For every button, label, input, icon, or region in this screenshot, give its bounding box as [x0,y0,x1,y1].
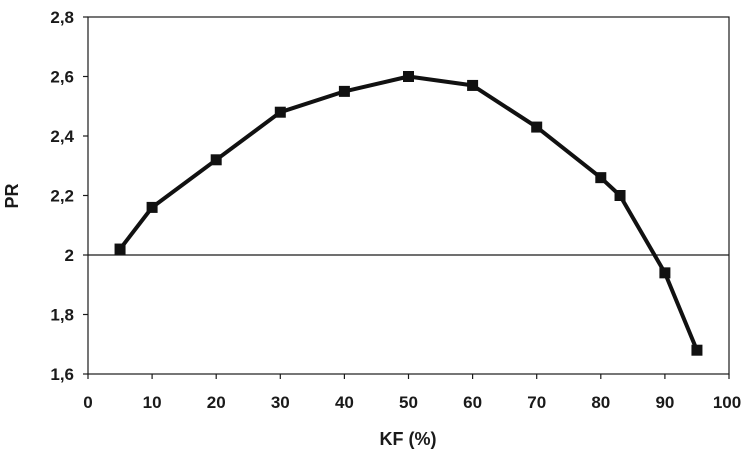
data-point-marker [691,344,703,356]
data-point-marker [146,201,158,213]
series-markers [114,71,703,356]
series-line [118,74,699,351]
x-tick-label: 0 [83,393,92,412]
y-tick-label: 2,8 [50,8,74,27]
x-tick-label: 40 [335,393,354,412]
data-point-marker [338,85,350,97]
data-point-marker [403,71,414,82]
data-point-marker [659,267,671,279]
y-tick-label: 1,8 [50,306,74,325]
data-point-marker [531,121,543,133]
y-tick-label: 2,2 [50,187,74,206]
x-tick-label: 70 [527,393,546,412]
y-axis-ticks: 1,6 1,8 2 2,2 2,4 2,6 2,8 [50,8,88,384]
data-point-marker [210,154,222,166]
y-axis-label: PR [2,183,22,208]
x-tick-label: 100 [713,393,741,412]
y-tick-label: 2 [65,246,74,265]
data-point-marker [274,106,286,118]
y-tick-label: 1,6 [50,365,74,384]
data-point-marker [614,190,626,201]
x-tick-label: 60 [463,393,482,412]
x-tick-label: 30 [271,393,290,412]
x-tick-label: 90 [655,393,674,412]
x-tick-label: 80 [591,393,610,412]
x-tick-label: 50 [399,393,418,412]
data-point-marker [114,243,126,255]
x-tick-label: 10 [143,393,162,412]
plot-area [87,16,730,375]
data-point-marker [467,79,479,91]
x-axis-ticks: 0 10 20 30 40 50 60 70 80 90 100 [83,374,741,412]
y-tick-label: 2,6 [50,68,74,87]
data-point-marker [595,172,607,184]
x-axis-label: KF (%) [380,429,437,449]
x-tick-label: 20 [207,393,226,412]
y-tick-label: 2,4 [50,127,74,146]
